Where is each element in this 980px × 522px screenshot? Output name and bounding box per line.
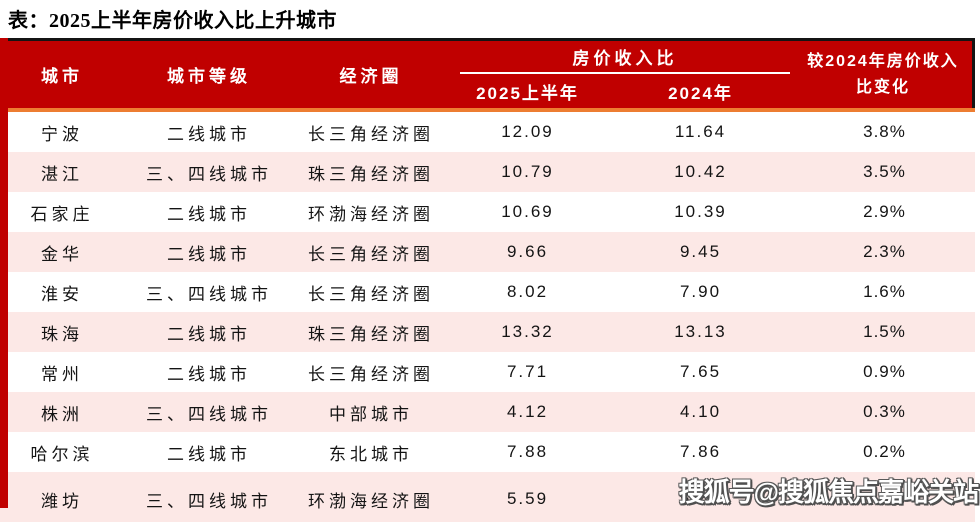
header-group-price-income-ratio: 房价收入比 2025上半年 2024年	[448, 41, 794, 108]
cell-change: 3.5%	[863, 162, 906, 181]
cell-city: 石家庄	[30, 204, 94, 224]
table-row: 珠海 二线城市 珠三角经济圈 13.32 13.13 1.5%	[0, 312, 975, 352]
cell-change: 1.6%	[863, 282, 906, 301]
cell-tier: 三、四线城市	[146, 404, 272, 424]
header-orange-rule	[0, 108, 975, 112]
cell-city: 珠海	[41, 324, 83, 344]
cell-change: 0.9%	[863, 362, 906, 381]
table-body: 宁波 二线城市 长三角经济圈 12.09 11.64 3.8% 湛江 三、四线城…	[0, 112, 975, 522]
header-subrow: 2025上半年 2024年	[448, 74, 794, 108]
cell-region: 长三角经济圈	[308, 124, 434, 144]
cell-city: 金华	[41, 244, 83, 264]
cell-change: 0.2%	[863, 489, 906, 508]
cell-tier: 二线城市	[167, 324, 251, 344]
cell-region: 珠三角经济圈	[308, 324, 434, 344]
cell-2024-value: 10.42	[674, 162, 727, 181]
cell-region: 中部城市	[329, 404, 413, 424]
cell-region: 长三角经济圈	[308, 244, 434, 264]
cell-2024-value: 7.86	[679, 442, 722, 461]
cell-tier: 二线城市	[167, 204, 251, 224]
table-row: 哈尔滨 二线城市 东北城市 7.88 7.86 0.2%	[0, 432, 975, 472]
table-row: 潍坊 三、四线城市 环渤海经济圈 5.59 5.58 0.2%	[0, 472, 975, 522]
cell-change: 1.5%	[863, 322, 906, 341]
cell-2024-value: 11.64	[674, 122, 727, 141]
header-2025-h1: 2025上半年	[476, 83, 579, 103]
cell-city: 淮安	[41, 284, 83, 304]
cell-region: 环渤海经济圈	[308, 491, 434, 511]
cell-city: 潍坊	[41, 491, 83, 511]
cell-2025-value: 10.69	[501, 202, 554, 221]
table-row: 湛江 三、四线城市 珠三角经济圈 10.79 10.42 3.5%	[0, 152, 975, 192]
cell-2025-value: 10.79	[501, 162, 554, 181]
cell-2024-value: 7.90	[679, 282, 722, 301]
table-row: 常州 二线城市 长三角经济圈 7.71 7.65 0.9%	[0, 352, 975, 392]
cell-2025-value: 13.32	[501, 322, 554, 341]
table-header: 城市 城市等级 经济圈 房价收入比 2025上半年 2024年 较2024年房价…	[0, 38, 975, 108]
cell-2025-value: 8.02	[506, 282, 549, 301]
cell-2024-value: 7.65	[679, 362, 722, 381]
cell-tier: 二线城市	[167, 364, 251, 384]
cell-2024-value: 5.58	[679, 489, 722, 508]
cell-tier: 三、四线城市	[146, 491, 272, 511]
cell-change: 3.8%	[863, 122, 906, 141]
table-row: 株洲 三、四线城市 中部城市 4.12 4.10 0.3%	[0, 392, 975, 432]
sohu-watermark: 搜狐号@搜狐焦点嘉峪关站	[678, 477, 979, 507]
cell-2024-value: 13.13	[674, 322, 727, 341]
cell-tier: 三、四线城市	[146, 164, 272, 184]
cell-region: 长三角经济圈	[308, 284, 434, 304]
cell-city: 哈尔滨	[30, 444, 94, 464]
cell-change: 2.9%	[863, 202, 906, 221]
cell-2025-value: 4.12	[506, 402, 549, 421]
header-economic-circle: 经济圈	[339, 67, 403, 86]
cell-2024-value: 10.39	[674, 202, 727, 221]
cell-city: 株洲	[41, 404, 83, 424]
cell-2024-value: 4.10	[679, 402, 722, 421]
table-left-accent-bar	[0, 38, 8, 508]
cell-tier: 二线城市	[167, 244, 251, 264]
cell-tier: 二线城市	[167, 124, 251, 144]
cell-change: 0.2%	[863, 442, 906, 461]
table-row: 宁波 二线城市 长三角经济圈 12.09 11.64 3.8%	[0, 112, 975, 152]
cell-2025-value: 5.59	[506, 489, 549, 508]
header-change-vs-2024: 较2024年房价收入比变化	[794, 41, 972, 108]
cell-2025-value: 9.66	[506, 242, 549, 261]
header-2024: 2024年	[668, 83, 733, 103]
cell-tier: 二线城市	[167, 444, 251, 464]
cell-region: 东北城市	[329, 444, 413, 464]
header-group-title: 房价收入比	[460, 41, 790, 74]
cell-tier: 三、四线城市	[146, 284, 272, 304]
cell-2025-value: 12.09	[501, 122, 554, 141]
cell-city: 宁波	[41, 124, 83, 144]
header-change-label: 较2024年房价收入比变化	[807, 52, 959, 96]
cell-change: 2.3%	[863, 242, 906, 261]
header-city-tier: 城市等级	[167, 67, 251, 86]
cell-change: 0.3%	[863, 402, 906, 421]
header-city: 城市	[41, 67, 83, 86]
cell-region: 长三角经济圈	[308, 364, 434, 384]
table-row: 金华 二线城市 长三角经济圈 9.66 9.45 2.3%	[0, 232, 975, 272]
cell-region: 珠三角经济圈	[308, 164, 434, 184]
cell-region: 环渤海经济圈	[308, 204, 434, 224]
cell-2025-value: 7.71	[506, 362, 549, 381]
cell-city: 常州	[41, 364, 83, 384]
table-row: 淮安 三、四线城市 长三角经济圈 8.02 7.90 1.6%	[0, 272, 975, 312]
cell-2025-value: 7.88	[506, 442, 549, 461]
cell-2024-value: 9.45	[679, 242, 722, 261]
page-title: 表：2025上半年房价收入比上升城市	[8, 10, 337, 32]
cell-city: 湛江	[41, 164, 83, 184]
housing-price-income-table: 城市 城市等级 经济圈 房价收入比 2025上半年 2024年 较2024年房价…	[0, 38, 975, 522]
table-row: 石家庄 二线城市 环渤海经济圈 10.69 10.39 2.9%	[0, 192, 975, 232]
